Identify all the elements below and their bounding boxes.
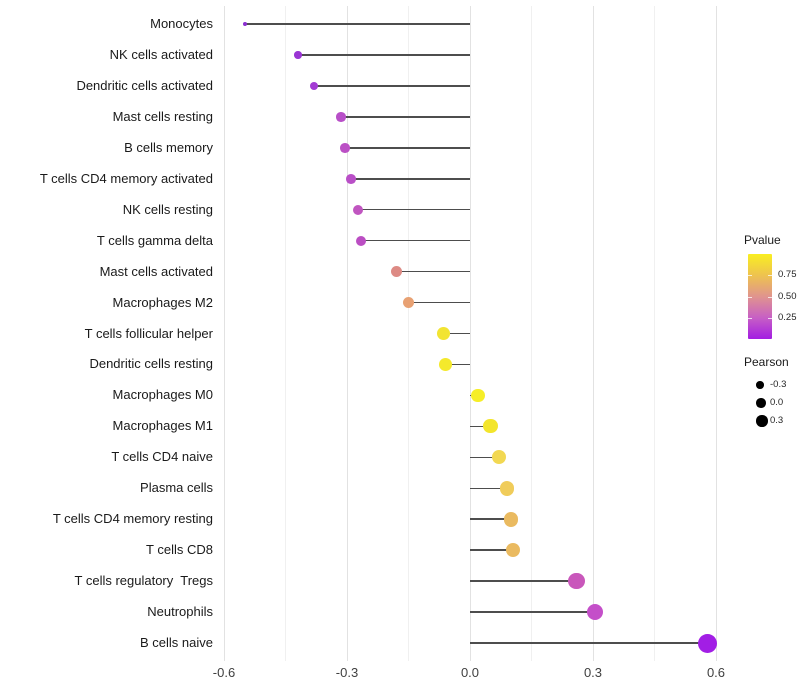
category-label: NK cells activated [109,46,213,62]
category-label: T cells CD4 memory resting [52,511,213,527]
category-label: Mast cells resting [112,108,213,124]
lollipop-stem [470,642,708,644]
category-label: Dendritic cells resting [89,356,213,372]
gridline-major [715,6,717,661]
lollipop-dot [499,480,515,496]
category-label: Dendritic cells activated [76,77,213,93]
category-label: T cells regulatory Tregs [74,573,213,589]
category-label: T cells CD4 naive [111,449,213,465]
colorbar-tick [768,317,772,319]
lollipop-stem [297,54,470,56]
lollipop-stem [470,425,491,428]
category-label: T cells follicular helper [84,325,213,341]
lollipop-stem [314,85,470,87]
gridline-minor [408,6,409,661]
gridline-major [223,6,225,661]
lollipop-dot [294,51,302,59]
lollipop-stem [470,580,577,582]
lollipop-dot [586,603,604,621]
lollipop-dot [436,327,450,340]
lollipop-stem [470,456,499,459]
lollipop-stem [470,487,507,489]
category-label: T cells CD8 [146,542,213,558]
lollipop-dot [336,112,346,122]
lollipop-dot [483,419,498,434]
colorbar-tick-label: 0.25 [778,311,797,323]
lollipop-dot [491,450,506,465]
pearson-size-dot [756,381,764,389]
lollipop-stem [344,147,470,149]
category-label: Plasma cells [140,480,213,496]
lollipop-dot [438,358,452,371]
lollipop-stem [445,363,470,366]
gridline-minor [285,6,286,661]
pvalue-legend: Pvalue 0.75 0.50 0.25 [744,233,800,339]
colorbar-tick [768,296,772,298]
lollipop-stem [340,116,470,118]
x-axis-tick-label: 0.6 [706,665,726,680]
x-axis-tick-label: -0.6 [212,665,236,680]
lollipop-dot [471,388,486,403]
lollipop-dot [698,633,718,653]
x-axis-tick-label: 0.3 [583,665,603,680]
pearson-size-label: 0.0 [770,397,784,408]
category-label: Macrophages M1 [112,418,213,434]
colorbar-tick [768,275,772,277]
gridline-major [469,6,471,661]
category-label: B cells naive [140,635,213,650]
gridline-minor [531,6,532,661]
colorbar-tick [748,317,752,319]
lollipop-stem [470,611,596,613]
lollipop-stem [351,178,470,180]
category-label: T cells gamma delta [96,232,213,248]
colorbar-tick-label: 0.75 [778,269,797,281]
lollipop-stem [396,270,470,273]
lollipop-dot [242,22,247,26]
lollipop-stem [358,208,470,211]
pvalue-legend-title: Pvalue [744,233,781,247]
lollipop-dot [390,265,402,278]
pearson-size-label: -0.3 [770,379,787,390]
lollipop-stem [470,518,511,520]
lollipop-stem [361,239,470,242]
pearson-size-dot [756,415,768,427]
gridline-major [592,6,594,661]
category-label: Neutrophils [147,604,213,620]
category-label: Macrophages M0 [112,387,213,403]
colorbar-tick [748,275,752,277]
pearson-size-dot [756,398,766,408]
category-label: T cells CD4 memory activated [39,170,213,186]
pearson-legend-title: Pearson [744,355,789,369]
lollipop-dot [346,173,356,184]
lollipop-dot [505,542,521,558]
lollipop-dot [340,143,350,153]
lollipop-dot [503,511,519,527]
lollipop-stem [470,549,514,551]
lollipop-dot [568,572,585,590]
lollipop-dot [310,81,319,90]
pearson-size-legend: Pearson -0.3 0.0 0.3 [744,355,800,427]
category-label: Monocytes [150,16,213,31]
colorbar-tick-label: 0.50 [778,290,797,302]
category-label: NK cells resting [122,201,213,217]
x-axis-tick-label: -0.3 [335,665,359,680]
lollipop-dot [402,296,415,309]
lollipop-stem [408,301,470,304]
x-axis-tick-label: 0.0 [460,665,480,680]
gridline-major [346,6,348,661]
lollipop-stem [244,23,470,25]
lollipop-dot [353,204,364,215]
category-label: Macrophages M2 [112,294,213,310]
category-label: B cells memory [124,139,213,155]
category-label: Mast cells activated [99,263,213,279]
colorbar-tick [748,296,752,298]
gridline-minor [654,6,655,661]
pearson-size-label: 0.3 [770,415,784,426]
lollipop-dot [356,235,367,246]
lollipop-stem [443,332,470,335]
